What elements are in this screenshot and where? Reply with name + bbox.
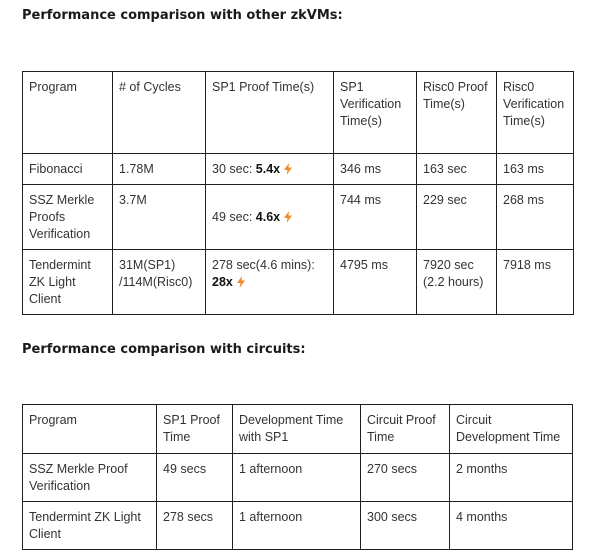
program-cell: Tendermint ZK Light Client — [22, 249, 113, 315]
lightning-bolt-icon — [236, 276, 246, 288]
development-time-sp1-cell: 1 afternoon — [232, 501, 361, 550]
circuit-development-time-cell: 4 months — [449, 501, 573, 550]
circuit-proof-time-cell: 270 secs — [360, 453, 450, 502]
sp1-proof-time-cell: 278 sec(4.6 mins): 28x — [205, 249, 334, 315]
column-header: Risc0 Proof Time(s) — [416, 71, 497, 154]
table-row: Tendermint ZK Light Client 278 secs 1 af… — [22, 501, 573, 550]
speedup-value: 28x — [212, 275, 233, 289]
circuit-proof-time-cell: 300 secs — [360, 501, 450, 550]
speedup-value: 5.4x — [255, 162, 281, 176]
program-cell: Fibonacci — [22, 153, 113, 185]
column-header: SP1 Proof Time(s) — [205, 71, 334, 154]
circuit-comparison-table: Program SP1 Proof Time Development Time … — [22, 404, 573, 550]
risc0-proof-time-cell: 7920 sec (2.2 hours) — [416, 249, 497, 315]
cycles-cell: 3.7M — [112, 184, 206, 250]
speedup-value: 4.6x — [255, 210, 281, 224]
risc0-verification-time-cell: 163 ms — [496, 153, 574, 185]
table-row: Fibonacci 1.78M 30 sec: 5.4x 346 ms 163 … — [22, 153, 574, 185]
column-header: Circuit Development Time — [449, 404, 573, 454]
sp1-proof-time-cell: 49 secs — [156, 453, 233, 502]
sp1-verification-time-cell: 744 ms — [333, 184, 417, 250]
table-row: SSZ Merkle Proof Verification 49 secs 1 … — [22, 453, 573, 502]
cycles-cell: 1.78M — [112, 153, 206, 185]
lightning-bolt-icon — [283, 163, 293, 175]
risc0-proof-time-cell: 163 sec — [416, 153, 497, 185]
table-header-row: Program # of Cycles SP1 Proof Time(s) SP… — [22, 71, 574, 154]
zkvm-comparison-table: Program # of Cycles SP1 Proof Time(s) SP… — [22, 71, 574, 315]
cycles-cell: 31M(SP1) /114M(Risc0) — [112, 249, 206, 315]
section-heading-zkvms: Performance comparison with other zkVMs: — [22, 8, 343, 23]
sp1-proof-time-cell: 49 sec: 4.6x — [205, 184, 334, 250]
column-header: SP1 Proof Time — [156, 404, 233, 454]
column-header: SP1 Verification Time(s) — [333, 71, 417, 154]
column-header: # of Cycles — [112, 71, 206, 154]
sp1-proof-time-cell: 30 sec: 5.4x — [205, 153, 334, 185]
table-row: Tendermint ZK Light Client 31M(SP1) /114… — [22, 249, 574, 315]
column-header: Circuit Proof Time — [360, 404, 450, 454]
sp1-proof-time-text: 49 sec: — [212, 210, 253, 224]
program-cell: Tendermint ZK Light Client — [22, 501, 157, 550]
section-heading-circuits: Performance comparison with circuits: — [22, 342, 306, 357]
circuit-development-time-cell: 2 months — [449, 453, 573, 502]
column-header: Program — [22, 71, 113, 154]
table-header-row: Program SP1 Proof Time Development Time … — [22, 404, 573, 454]
column-header: Risc0 Verification Time(s) — [496, 71, 574, 154]
risc0-verification-time-cell: 268 ms — [496, 184, 574, 250]
sp1-verification-time-cell: 346 ms — [333, 153, 417, 185]
sp1-proof-time-text: 278 sec(4.6 mins): — [212, 258, 315, 272]
column-header: Program — [22, 404, 157, 454]
lightning-bolt-icon — [283, 211, 293, 223]
risc0-proof-time-cell: 229 sec — [416, 184, 497, 250]
table-row: SSZ Merkle Proofs Verification 3.7M 49 s… — [22, 184, 574, 250]
column-header: Development Time with SP1 — [232, 404, 361, 454]
sp1-proof-time-cell: 278 secs — [156, 501, 233, 550]
program-cell: SSZ Merkle Proof Verification — [22, 453, 157, 502]
sp1-verification-time-cell: 4795 ms — [333, 249, 417, 315]
risc0-verification-time-cell: 7918 ms — [496, 249, 574, 315]
development-time-sp1-cell: 1 afternoon — [232, 453, 361, 502]
program-cell: SSZ Merkle Proofs Verification — [22, 184, 113, 250]
sp1-proof-time-text: 30 sec: — [212, 162, 253, 176]
